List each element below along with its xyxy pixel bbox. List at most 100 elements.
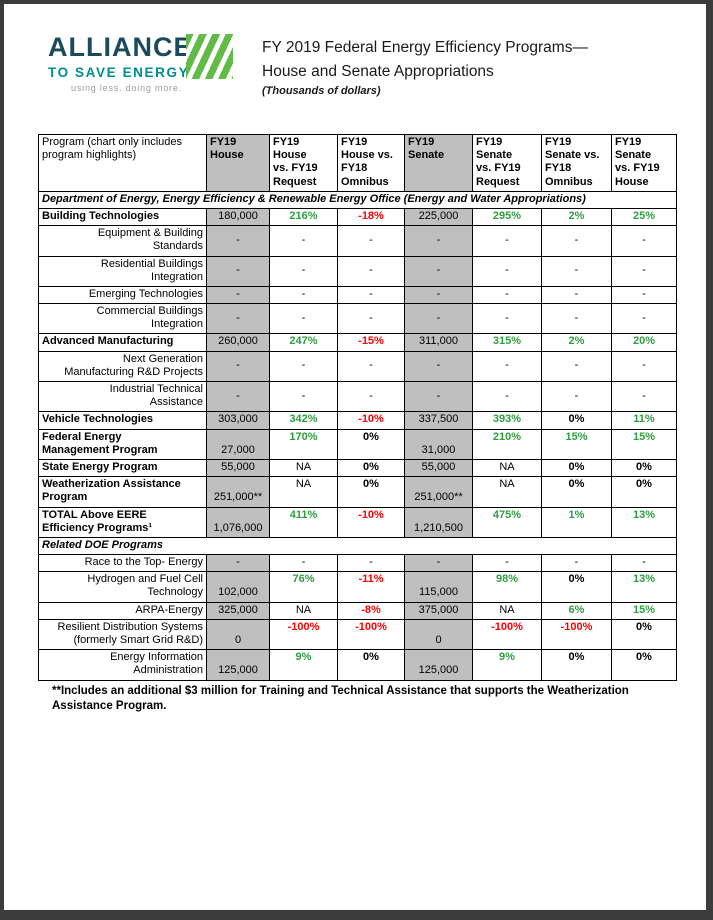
value-cell: - (269, 380, 338, 413)
program-name-cell: Building Technologies (38, 207, 207, 227)
value-cell: 11% (611, 411, 677, 430)
logo-tagline: using less. doing more. (71, 83, 182, 93)
page: ALLIANCE TO SAVE ENERGY using less. doin… (4, 4, 706, 910)
footnote: **Includes an additional $3 million for … (52, 684, 629, 713)
section-row: Department of Energy, Energy Efficiency … (38, 190, 677, 209)
value-cell: 0% (611, 476, 677, 508)
value-cell: 102,000 (206, 571, 270, 603)
value-cell: - (611, 380, 677, 413)
program-name-cell: Emerging Technologies (38, 285, 207, 305)
value-cell: - (541, 380, 612, 413)
value-cell: - (472, 225, 542, 257)
value-cell: -8% (337, 601, 405, 620)
appropriations-table: Program (chart only includes program hig… (38, 134, 677, 681)
value-cell: - (269, 285, 338, 305)
value-cell: - (337, 285, 405, 305)
value-cell: - (541, 225, 612, 257)
value-cell: 6% (541, 601, 612, 620)
value-cell: 25% (611, 207, 677, 227)
col-header-house-vs-fy18-omnibus: FY19 House vs. FY18 Omnibus (337, 134, 405, 192)
value-cell: 0% (611, 649, 677, 681)
program-name-cell: Resilient Distribution Systems (formerly… (38, 618, 207, 651)
col-header-house-vs-fy19-request: FY19 House vs. FY19 Request (269, 134, 338, 192)
value-cell: - (472, 255, 542, 287)
table-row: Vehicle Technologies 303,000 342% -10% 337,5… (38, 411, 677, 430)
value-cell: - (404, 554, 473, 573)
document-title: FY 2019 Federal Energy Efficiency Progra… (262, 34, 588, 97)
value-cell: - (206, 380, 270, 413)
value-cell: 303,000 (206, 411, 270, 430)
value-cell: 20% (611, 333, 677, 352)
program-name-cell: Race to the Top- Energy (38, 554, 207, 573)
table-row: Commercial Buildings Integration - - - - - - - (38, 303, 677, 335)
table-row: Industrial Technical Assistance - - - - - - - (38, 380, 677, 413)
logo-stripes-icon (186, 34, 233, 79)
table-header: Program (chart only includes program hig… (38, 134, 677, 192)
value-cell: 295% (472, 207, 542, 227)
value-cell: 31,000 (404, 428, 473, 460)
value-cell: 98% (472, 571, 542, 603)
value-cell: - (611, 285, 677, 305)
value-cell: -100% (541, 618, 612, 651)
value-cell: 1,076,000 (206, 506, 270, 538)
value-cell: -100% (269, 618, 338, 651)
section-label: Department of Energy, Energy Efficiency … (38, 190, 677, 209)
program-name-cell: ARPA-Energy (38, 601, 207, 620)
program-name-cell: Vehicle Technologies (38, 411, 207, 430)
value-cell: - (337, 554, 405, 573)
value-cell: 0% (541, 476, 612, 508)
value-cell: NA (269, 476, 338, 508)
title-line-2: House and Senate Appropriations (262, 63, 494, 81)
table-row: Race to the Top- Energy - - - - - - - (38, 554, 677, 573)
value-cell: 225,000 (404, 207, 473, 227)
value-cell: - (472, 350, 542, 383)
value-cell: - (472, 285, 542, 305)
value-cell: NA (472, 458, 542, 478)
value-cell: - (404, 225, 473, 257)
program-name-cell: State Energy Program (38, 458, 207, 478)
logo-alliance-text: ALLIANCE (48, 32, 193, 62)
value-cell: - (269, 225, 338, 257)
value-cell: - (611, 303, 677, 335)
value-cell: - (337, 255, 405, 287)
col-header-senate-vs-fy18-omnibus: FY19 Senate vs. FY18 Omnibus (541, 134, 612, 192)
value-cell: - (611, 350, 677, 383)
value-cell: NA (472, 476, 542, 508)
col-header-fy19-senate: FY19 Senate (404, 134, 473, 192)
col-header-fy19-house: FY19 House (206, 134, 270, 192)
header-row: Program (chart only includes program hig… (38, 134, 677, 192)
value-cell: 125,000 (404, 649, 473, 681)
table-row: ARPA-Energy 325,000 NA -8% 375,000 NA 6% 15% (38, 601, 677, 620)
program-name-cell: Next Generation Manufacturing R&D Projec… (38, 350, 207, 383)
value-cell: - (611, 255, 677, 287)
value-cell: - (404, 255, 473, 287)
value-cell: 342% (269, 411, 338, 430)
value-cell: 13% (611, 571, 677, 603)
value-cell: 260,000 (206, 333, 270, 352)
value-cell: 0% (337, 649, 405, 681)
value-cell: - (337, 225, 405, 257)
value-cell: 247% (269, 333, 338, 352)
value-cell: 15% (611, 601, 677, 620)
value-cell: - (337, 380, 405, 413)
value-cell: 475% (472, 506, 542, 538)
table-row: Next Generation Manufacturing R&D Projec… (38, 350, 677, 383)
value-cell: 0 (404, 618, 473, 651)
value-cell: 393% (472, 411, 542, 430)
table-row: Resilient Distribution Systems (formerly… (38, 618, 677, 651)
table-row: TOTAL Above EERE Efficiency Programs¹ 1,0… (38, 506, 677, 538)
value-cell: 0% (541, 458, 612, 478)
table-row: State Energy Program 55,000 NA 0% 55,000 NA 0%… (38, 458, 677, 478)
value-cell: 0% (337, 428, 405, 460)
value-cell: - (541, 554, 612, 573)
value-cell: 0% (337, 458, 405, 478)
program-name-cell: Industrial Technical Assistance (38, 380, 207, 413)
value-cell: NA (472, 601, 542, 620)
value-cell: - (472, 303, 542, 335)
value-cell: - (472, 554, 542, 573)
section-label: Related DOE Programs (38, 536, 677, 556)
value-cell: -100% (337, 618, 405, 651)
value-cell: - (206, 554, 270, 573)
value-cell: 15% (541, 428, 612, 460)
